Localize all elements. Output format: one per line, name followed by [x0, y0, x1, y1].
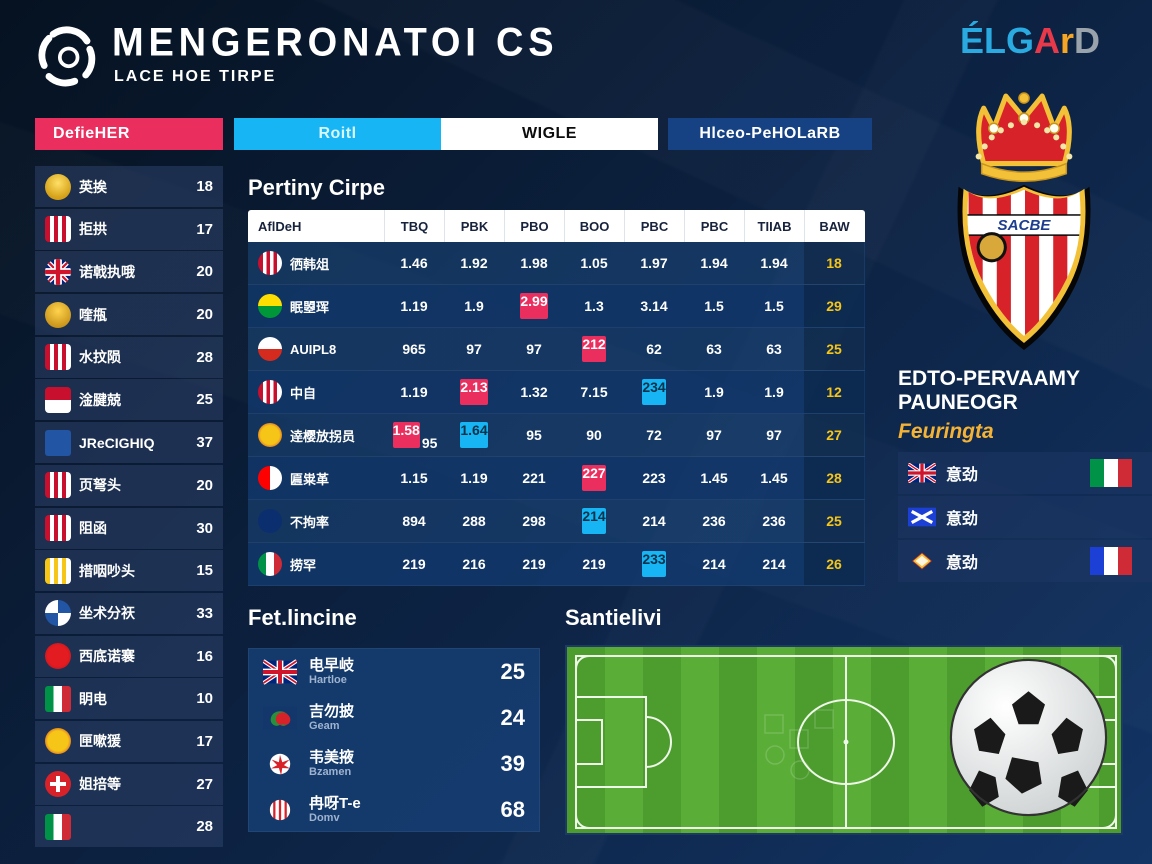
svg-text:SACBE: SACBE [998, 217, 1052, 234]
